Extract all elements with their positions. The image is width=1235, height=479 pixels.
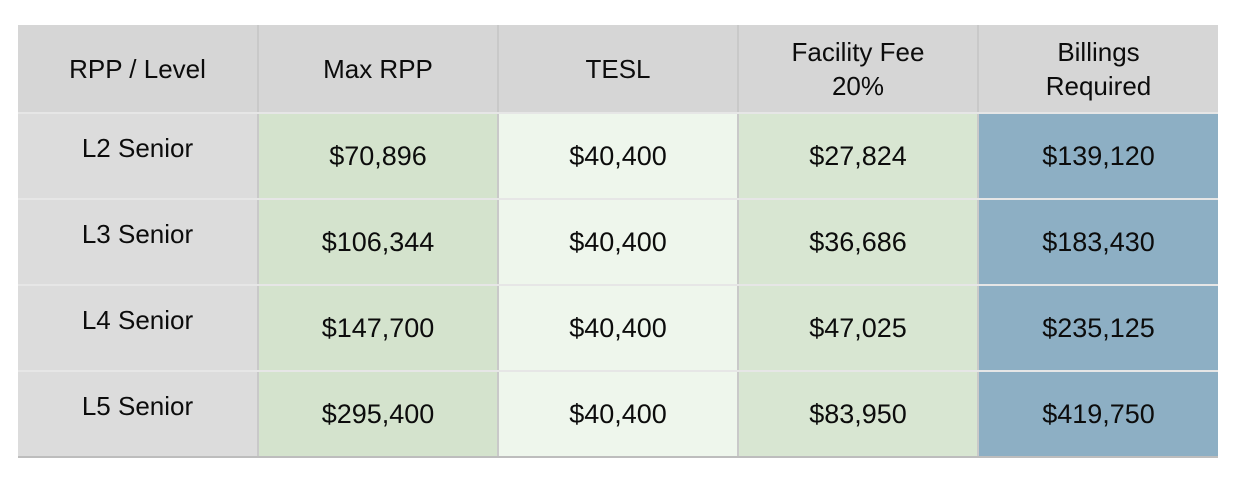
column-header-tesl: TESL [498,25,739,114]
tesl-value: $40,400 [498,199,739,286]
facility-fee-value: $83,950 [738,371,979,458]
column-header-rpp-level: RPP / Level [18,25,259,114]
max-rpp-value: $147,700 [258,285,499,372]
column-header-facility-fee: Facility Fee 20% [738,25,979,114]
table-row-l2-senior: L2 Senior $70,896 $40,400 $27,824 $139,1… [18,113,1218,200]
level-label: L5 Senior [18,371,259,458]
level-label: L2 Senior [18,113,259,200]
table-row-l5-senior: L5 Senior $295,400 $40,400 $83,950 $419,… [18,371,1218,458]
header-row: RPP / Level Max RPP TESL Facility Fee 20… [18,25,1218,114]
tesl-value: $40,400 [498,285,739,372]
tesl-value: $40,400 [498,113,739,200]
table-header: RPP / Level Max RPP TESL Facility Fee 20… [18,25,1218,114]
facility-fee-value: $36,686 [738,199,979,286]
column-header-max-rpp: Max RPP [258,25,499,114]
table-body: L2 Senior $70,896 $40,400 $27,824 $139,1… [18,113,1218,458]
table-row-l3-senior: L3 Senior $106,344 $40,400 $36,686 $183,… [18,199,1218,286]
facility-fee-value: $27,824 [738,113,979,200]
facility-fee-value: $47,025 [738,285,979,372]
max-rpp-value: $106,344 [258,199,499,286]
billings-required-value: $235,125 [978,285,1218,372]
billings-required-value: $419,750 [978,371,1218,458]
max-rpp-value: $70,896 [258,113,499,200]
level-label: L4 Senior [18,285,259,372]
max-rpp-value: $295,400 [258,371,499,458]
table-row-l4-senior: L4 Senior $147,700 $40,400 $47,025 $235,… [18,285,1218,372]
tesl-value: $40,400 [498,371,739,458]
rpp-billings-table: RPP / Level Max RPP TESL Facility Fee 20… [18,25,1218,458]
billings-required-value: $183,430 [978,199,1218,286]
billings-required-value: $139,120 [978,113,1218,200]
level-label: L3 Senior [18,199,259,286]
column-header-billings-required: Billings Required [978,25,1218,114]
